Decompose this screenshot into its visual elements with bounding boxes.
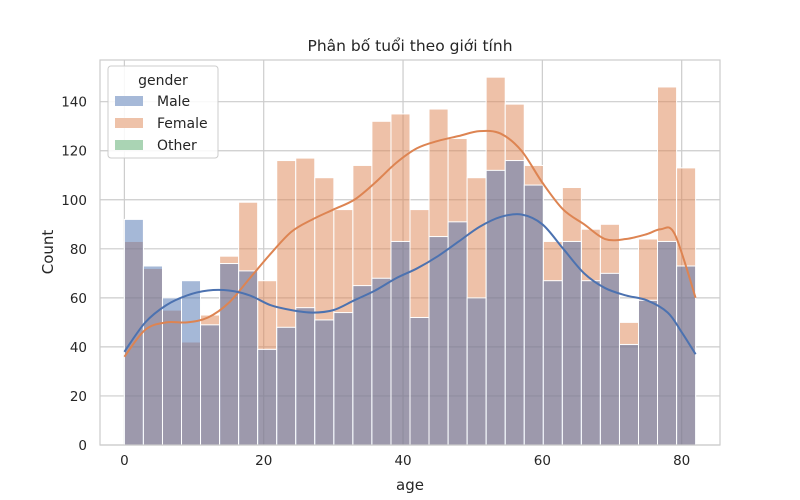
x-tick-label: 80 <box>673 453 690 469</box>
male-bar <box>409 316 430 446</box>
legend-label: Female <box>157 116 208 132</box>
male-bar <box>657 240 678 446</box>
y-tick-label: 140 <box>61 95 87 111</box>
y-tick-label: 80 <box>70 242 87 258</box>
legend-label: Male <box>157 94 190 110</box>
male-bar <box>295 307 316 446</box>
x-tick-label: 20 <box>255 453 272 469</box>
male-bar <box>352 285 373 446</box>
x-tick-label: 0 <box>120 453 129 469</box>
y-axis-label: Count <box>39 230 57 275</box>
chart-title: Phân bố tuổi theo giới tính <box>307 37 512 55</box>
male-bar <box>542 280 563 446</box>
male-bar <box>142 265 163 446</box>
legend-label: Other <box>157 138 197 154</box>
y-tick-label: 20 <box>70 389 87 405</box>
male-kde-line <box>123 213 697 355</box>
male-bar <box>580 280 601 446</box>
legend-title: gender <box>138 73 188 89</box>
male-bar <box>181 280 202 446</box>
y-axis-ticks: 0 20 40 60 80 100 120 140 <box>61 95 87 454</box>
male-bar <box>466 297 487 446</box>
legend: gender Male Female Other <box>107 65 219 159</box>
male-bar <box>618 343 639 446</box>
male-bar <box>276 326 297 446</box>
female-kde-line <box>123 129 697 358</box>
male-bar <box>485 169 506 446</box>
y-tick-label: 120 <box>61 144 87 160</box>
male-bar <box>371 277 392 446</box>
male-bar <box>599 272 620 446</box>
male-bar <box>200 324 221 446</box>
male-bar <box>637 299 659 446</box>
legend-swatch <box>115 96 143 106</box>
x-tick-label: 60 <box>534 453 551 469</box>
plot-frame <box>99 59 721 446</box>
legend-items: Male Female Other <box>115 94 208 154</box>
legend-swatch <box>115 140 143 150</box>
legend-swatch <box>115 118 143 128</box>
male-bar <box>123 218 144 446</box>
male-bar <box>333 312 354 446</box>
male-bar <box>523 184 544 446</box>
x-tick-label: 40 <box>394 453 411 469</box>
legend-box <box>107 65 219 159</box>
male-bar <box>161 297 183 446</box>
y-tick-label: 60 <box>70 291 87 307</box>
kde-curves <box>123 129 697 358</box>
male-bar <box>447 221 468 446</box>
x-axis-label: age <box>396 476 424 494</box>
male-bar <box>676 265 697 446</box>
male-bar <box>257 348 278 446</box>
male-bar <box>314 319 335 446</box>
male-bar <box>561 240 582 446</box>
male-bar <box>428 236 449 446</box>
y-tick-label: 40 <box>70 340 87 356</box>
y-tick-label: 100 <box>61 193 87 209</box>
y-tick-label: 0 <box>78 438 87 454</box>
x-axis-ticks: 0 20 40 60 80 <box>120 453 690 469</box>
male-bar <box>504 160 525 446</box>
